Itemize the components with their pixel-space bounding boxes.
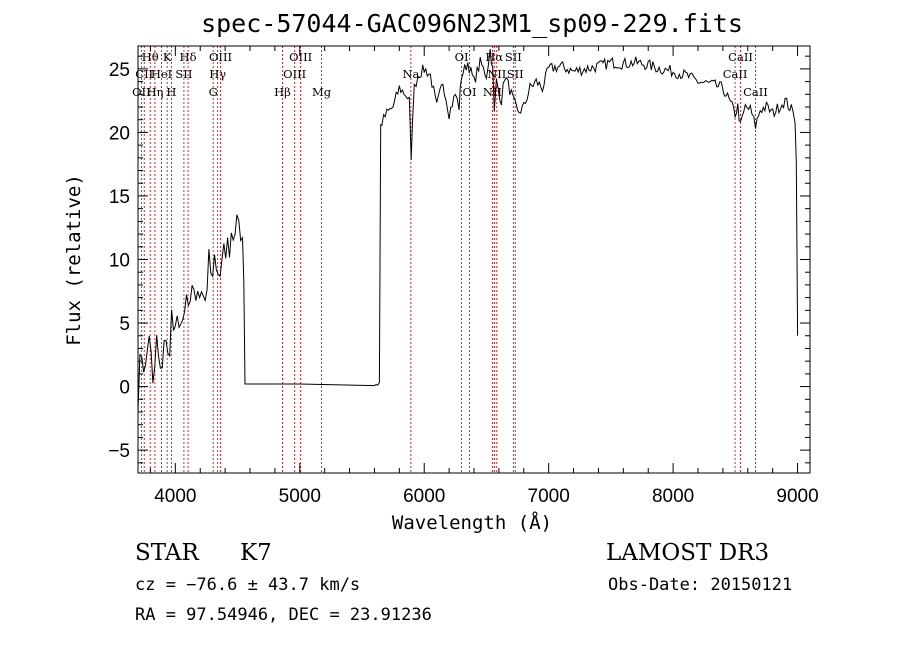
spectral-line-label: OI (463, 85, 477, 99)
coordinates-readout: RA = 97.54946, DEC = 23.91236 (135, 605, 432, 625)
spectral-line-label: SII (507, 67, 524, 81)
spectral-line-label: Hδ (180, 50, 197, 64)
spectral-line-label: Hα (485, 50, 503, 64)
x-tick-label: 5000 (279, 486, 321, 507)
x-tick-label: 6000 (403, 486, 445, 507)
x-tick-label: 8000 (652, 486, 694, 507)
spectral-line-label: OIII (289, 50, 312, 64)
spectral-line-label: CaII (728, 50, 753, 64)
spectral-line-label: OIII (283, 67, 306, 81)
spectral-line-label: Hγ (209, 67, 226, 81)
spectral-line-label: OI (455, 50, 469, 64)
spectral-line-label: NII (487, 67, 506, 81)
spectral-line-label: Na (402, 67, 419, 81)
object-subclass: K7 (240, 540, 272, 566)
spectral-line-label: HeI (151, 67, 172, 81)
plot-frame (137, 45, 811, 474)
spectral-line-label: H (166, 85, 176, 99)
spectral-line-label: SII (175, 67, 192, 81)
spectral-line-label: K (163, 50, 172, 64)
y-tick-label: 25 (109, 60, 130, 81)
x-axis-label: Wavelength (Å) (392, 511, 552, 534)
x-tick-label: 4000 (154, 486, 196, 507)
y-axis-label: Flux (relative) (63, 174, 85, 346)
spectral-line-label: OII (132, 85, 151, 99)
x-tick-label: 9000 (776, 486, 818, 507)
spectral-line-label: CaII (743, 85, 768, 99)
y-tick-label: −5 (108, 441, 130, 462)
spectral-lines (140, 46, 756, 473)
velocity-readout: cz = −76.6 ± 43.7 km/s (135, 575, 360, 595)
y-tick-label: 15 (109, 187, 130, 208)
y-tick-label: 10 (109, 251, 130, 272)
y-tick-label: 5 (119, 314, 130, 335)
spectral-line-label: CaII (723, 67, 748, 81)
x-tick-label: 7000 (528, 486, 570, 507)
spectral-line-label: NII (483, 85, 502, 99)
y-tick-label: 20 (109, 123, 130, 144)
spectral-line-label: G (209, 85, 218, 99)
chart-title: spec-57044-GAC096N23M1_sp09-229.fits (201, 9, 743, 38)
spectral-line-label: SII (505, 50, 522, 64)
axis-ticks: 4000 5000 6000 7000 8000 9000 −5 0 5 10 15 20 25 (108, 46, 819, 507)
observation-date: Obs-Date: 20150121 (608, 575, 792, 595)
object-class: STAR (135, 540, 199, 566)
spectral-line-label: CII (135, 67, 153, 81)
spectral-line-label: Hθ (142, 50, 159, 64)
survey-name: LAMOST DR3 (606, 540, 769, 566)
spectral-line-label: OIII (209, 50, 232, 64)
y-tick-label: 0 (119, 378, 130, 399)
spectral-line-label: Hη (146, 85, 163, 99)
spectral-line-label: Hβ (274, 85, 291, 99)
spectral-line-label: Mg (312, 85, 332, 99)
spectrum-series-line (137, 49, 799, 413)
